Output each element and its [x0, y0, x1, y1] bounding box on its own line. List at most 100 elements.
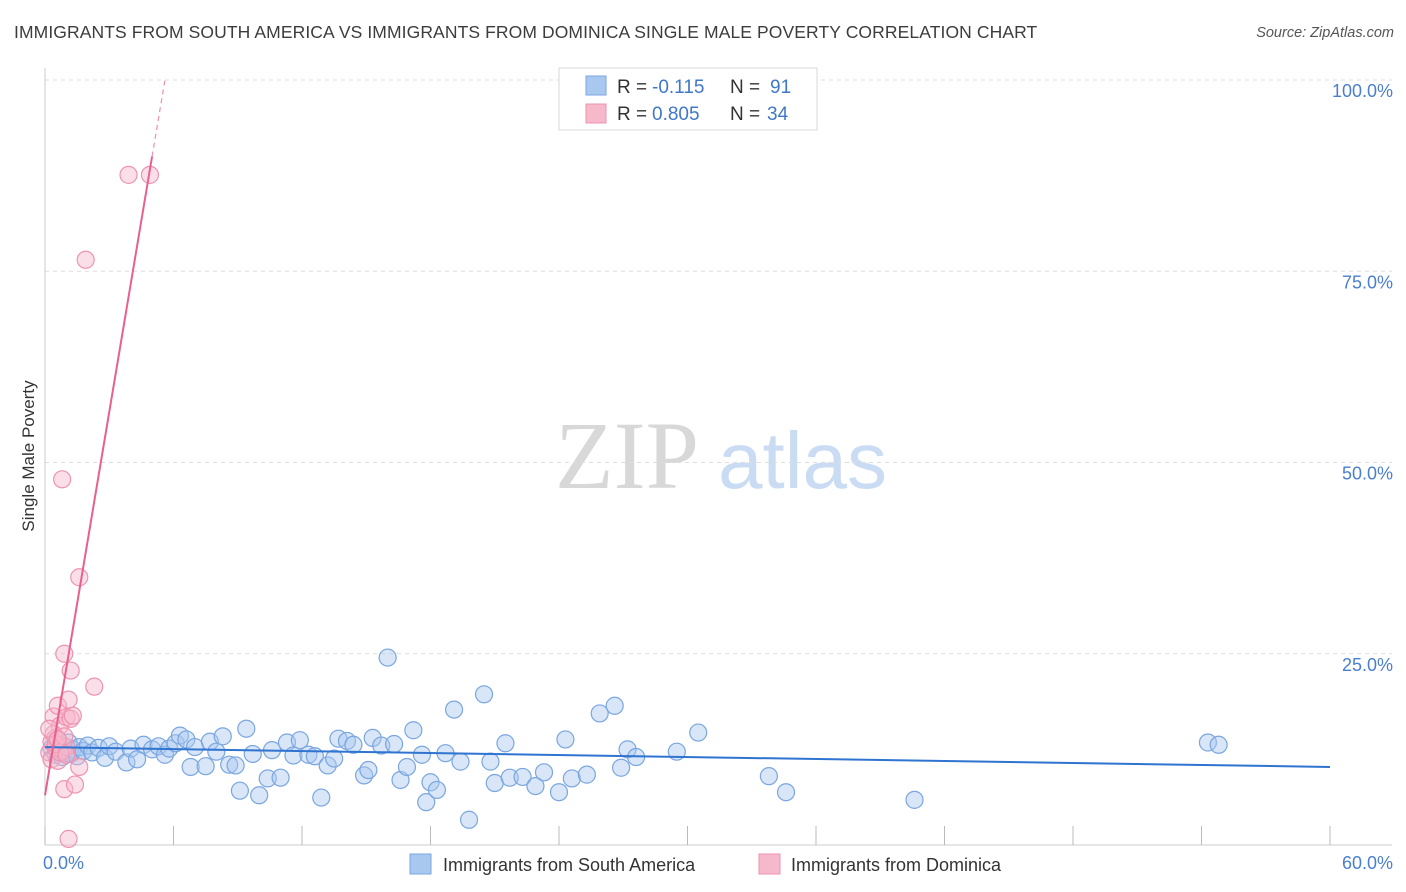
data-point-south-america	[404, 721, 423, 740]
data-point-south-america	[243, 744, 262, 764]
bottom-legend: Immigrants from South America Immigrants…	[409, 853, 1002, 875]
watermark-zip: ZIP	[555, 402, 699, 509]
bottom-legend-swatch-blue	[409, 853, 432, 875]
data-point-south-america	[612, 758, 631, 777]
data-point-south-america	[451, 752, 470, 771]
data-point-south-america	[397, 757, 417, 777]
legend-r-label-2: R =	[617, 104, 647, 125]
data-point-dominica	[76, 250, 95, 269]
bottom-legend-swatch-pink	[758, 853, 781, 875]
data-point-south-america	[196, 757, 215, 776]
data-point-south-america	[459, 810, 479, 829]
data-point-south-america	[556, 730, 575, 749]
data-point-south-america	[776, 783, 796, 802]
data-point-south-america	[759, 767, 778, 786]
bottom-legend-label-blue: Immigrants from South America	[443, 855, 696, 875]
data-point-dominica	[55, 780, 74, 799]
data-point-dominica	[53, 470, 72, 489]
x-tick-label-min: 0.0%	[43, 853, 84, 873]
data-point-dominica	[63, 706, 82, 725]
data-point-south-america	[590, 704, 609, 723]
data-point-dominica	[85, 677, 104, 696]
watermark: ZIP atlas	[555, 402, 887, 509]
data-point-south-america	[549, 783, 569, 802]
data-point-dominica	[70, 757, 89, 777]
data-point-south-america	[1209, 735, 1228, 754]
y-tick-label: 75.0%	[1342, 272, 1393, 292]
data-point-south-america	[318, 756, 337, 775]
trend-line-dominica	[44, 156, 154, 796]
watermark-atlas: atlas	[718, 416, 887, 505]
data-point-south-america	[474, 685, 494, 704]
data-point-south-america	[325, 749, 344, 768]
data-point-south-america	[220, 755, 239, 774]
legend-r-value-1: -0.115	[652, 77, 704, 98]
data-point-south-america	[481, 752, 500, 771]
data-point-south-america	[412, 745, 432, 764]
data-point-south-america	[562, 769, 581, 788]
data-point-south-america	[905, 790, 924, 809]
chart-title: IMMIGRANTS FROM SOUTH AMERICA VS IMMIGRA…	[14, 22, 1038, 42]
gridlines	[45, 79, 1392, 655]
data-point-south-america	[312, 788, 331, 807]
data-point-south-america	[417, 793, 436, 812]
data-point-south-america	[181, 757, 200, 777]
x-tick-labels: 0.0% 60.0%	[43, 853, 1393, 873]
x-tick-label-max: 60.0%	[1342, 853, 1393, 873]
data-point-south-america	[605, 696, 624, 715]
legend-n-label-1: N =	[730, 77, 760, 98]
data-point-dominica	[65, 775, 85, 794]
data-point-south-america	[534, 763, 554, 782]
trend-line-south-america	[44, 746, 1331, 768]
data-point-south-america	[496, 734, 515, 753]
legend-n-label-2: N =	[730, 104, 760, 125]
data-point-south-america	[213, 727, 232, 746]
data-point-south-america	[237, 719, 256, 738]
legend-r-label-1: R =	[617, 77, 647, 98]
trend-line-dominica-extension	[151, 79, 166, 157]
trend-lines	[44, 79, 1331, 796]
data-point-south-america	[384, 734, 404, 754]
data-point-south-america	[500, 768, 519, 787]
y-tick-label: 100.0%	[1332, 81, 1393, 101]
y-axis-label: Single Male Poverty	[19, 380, 38, 532]
data-point-south-america	[95, 748, 115, 767]
legend-n-value-1: 91	[770, 77, 791, 98]
data-point-south-america	[290, 731, 309, 750]
axes	[44, 68, 1392, 846]
legend-r-value-2: 0.805	[652, 104, 700, 125]
data-point-south-america	[427, 780, 447, 800]
y-tick-label: 25.0%	[1342, 655, 1393, 675]
y-tick-labels: 25.0% 50.0% 75.0% 100.0%	[1332, 81, 1393, 675]
series-south-america-points	[42, 648, 1228, 829]
data-point-dominica	[48, 730, 67, 749]
y-tick-label: 50.0%	[1342, 464, 1393, 484]
data-point-south-america	[226, 756, 245, 775]
data-point-dominica	[119, 165, 138, 184]
data-point-south-america	[207, 742, 226, 761]
legend-n-value-2: 34	[767, 104, 789, 125]
data-point-south-america	[344, 735, 363, 754]
data-point-south-america	[577, 765, 596, 784]
legend-swatch-blue	[585, 75, 607, 96]
legend-box: R = -0.115 N = 91 R = 0.805 N = 34	[558, 67, 818, 131]
data-point-south-america	[230, 781, 249, 800]
data-point-south-america	[271, 768, 290, 787]
data-point-south-america	[117, 753, 136, 772]
data-point-south-america	[1198, 733, 1218, 752]
data-point-south-america	[258, 769, 277, 788]
data-point-dominica	[61, 709, 80, 728]
bottom-legend-label-pink: Immigrants from Dominica	[791, 855, 1002, 875]
data-point-south-america	[444, 700, 464, 719]
data-point-south-america	[526, 776, 545, 796]
data-point-south-america	[378, 648, 397, 667]
legend-swatch-pink	[585, 103, 607, 124]
data-point-south-america	[689, 723, 708, 742]
data-point-dominica	[70, 568, 89, 587]
data-point-south-america	[513, 767, 532, 787]
data-point-south-america	[250, 786, 269, 805]
data-point-dominica	[59, 829, 78, 848]
chart-source: Source: ZipAtlas.com	[1256, 25, 1394, 41]
